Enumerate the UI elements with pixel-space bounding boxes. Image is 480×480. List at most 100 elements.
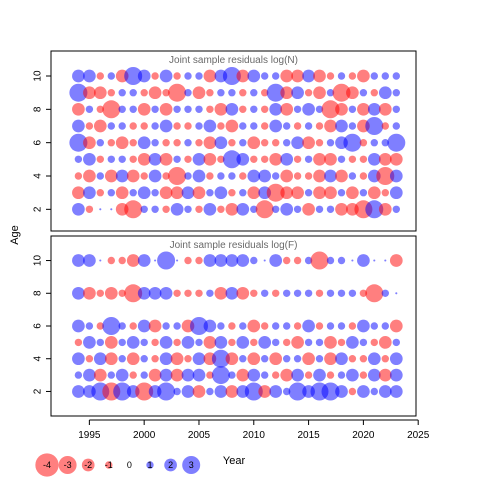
bubble-age5-1998	[118, 155, 126, 163]
bubble-age10-2004	[184, 256, 192, 265]
bubble-age5-2003	[173, 155, 181, 163]
bubble-age4-1999	[126, 352, 140, 366]
bubble-age6-1999	[129, 139, 137, 147]
bubble-age3-2003	[170, 368, 184, 382]
bubble-age6-1994	[69, 133, 88, 152]
bubble-age6-2000	[137, 136, 151, 150]
bubble-age7-2009	[239, 122, 247, 130]
bubble-age3-2011	[261, 371, 269, 379]
bubble-age10-2006	[203, 254, 217, 267]
bubble-age3-2019	[346, 186, 359, 200]
bubble-age3-2008	[228, 189, 236, 197]
bubble-age3-2006	[206, 371, 214, 379]
bubble-age5-1996	[96, 338, 105, 347]
bubble-age10-2017	[326, 256, 335, 265]
y-tick-label: 8	[33, 106, 44, 112]
bubble-age2-2004	[184, 205, 192, 213]
bubble-age8-2016	[315, 105, 324, 114]
bubble-age5-2023	[389, 152, 403, 166]
bubble-age6-1995	[83, 136, 96, 150]
bubble-age7-1995	[85, 122, 94, 130]
bubble-age10-2022	[381, 72, 389, 80]
bubble-age6-2011	[261, 322, 269, 330]
bubble-age8-2012	[269, 102, 283, 116]
bubble-age4-1995	[83, 169, 96, 183]
bubble-age4-2016	[315, 355, 324, 363]
bubble-age10-2000	[137, 69, 151, 83]
bubble-age8-1999	[124, 284, 143, 303]
bubble-age10-1995	[83, 254, 96, 267]
bubble-age6-2014	[291, 136, 304, 150]
bubble-age2-2005	[195, 205, 203, 213]
bubble-age3-2005	[192, 186, 206, 200]
bubble-age6-2022	[381, 322, 389, 330]
bubble-age9-2015	[304, 89, 313, 97]
bubble-age10-2003	[173, 72, 181, 80]
bubble-age5-2010	[250, 338, 258, 347]
bubble-age4-2013	[283, 355, 291, 363]
bubble-age9-2016	[313, 86, 326, 100]
bubble-age4-2005	[192, 352, 206, 366]
bubble-age3-2004	[181, 368, 195, 382]
y-tick-label: 10	[33, 70, 44, 82]
bubble-age6-2023	[387, 133, 406, 152]
bubble-age4-2001	[148, 169, 162, 183]
bubble-age2-2018	[335, 385, 348, 398]
bubble-age3-2003	[170, 186, 184, 200]
bubble-age10-2008	[222, 67, 241, 85]
bubble-age8-2007	[214, 102, 228, 116]
bubble-age7-2010	[250, 122, 258, 130]
bubble-age5-2011	[261, 155, 269, 163]
bubble-age4-2009	[239, 355, 247, 363]
bubble-age8-2004	[184, 105, 192, 114]
bubble-age8-2023	[395, 292, 398, 295]
legend-label: 1	[147, 460, 152, 470]
bubble-age8-2002	[159, 286, 173, 300]
bubble-age5-1999	[126, 336, 140, 349]
bubble-age6-2003	[173, 322, 181, 330]
bubble-age2-2022	[378, 202, 392, 216]
y-axis: 2 4 6 8 10	[33, 70, 51, 212]
bubble-age8-2011	[261, 105, 269, 114]
bubble-age2-2020	[357, 385, 370, 398]
bubble-age4-2019	[348, 355, 357, 363]
bubble-age2-1996	[99, 208, 102, 211]
bubble-age10-2000	[137, 254, 151, 267]
bubble-age9-2018	[332, 83, 351, 102]
bubble-age8-2018	[335, 102, 348, 116]
bubble-age3-1998	[115, 368, 129, 382]
bubble-age5-2020	[359, 338, 368, 347]
bubble-age3-2000	[137, 186, 151, 200]
bubble-age2-2008	[225, 202, 239, 216]
bubble-age8-2003	[173, 289, 181, 297]
bubble-age9-1999	[129, 89, 137, 97]
bubble-age10-2010	[247, 69, 261, 83]
bubble-age8-2006	[206, 105, 214, 114]
bubble-age4-2001	[151, 355, 159, 363]
bubble-age10-1998	[118, 256, 126, 265]
bubble-age10-2004	[184, 72, 192, 80]
bubble-age8-1994	[72, 102, 85, 116]
bubble-age2-2011	[255, 200, 274, 219]
bubble-age6-1994	[72, 319, 85, 333]
bubble-age5-2005	[195, 338, 203, 347]
bubble-age10-2003	[176, 259, 179, 262]
legend-label: -1	[105, 460, 113, 470]
bubble-age9-2011	[261, 89, 269, 97]
y-axis-label: Age	[9, 225, 21, 245]
bubble-age3-2023	[389, 186, 403, 200]
bubble-age9-2019	[346, 86, 359, 100]
bubble-age3-1995	[83, 186, 96, 200]
bubble-age2-2009	[236, 202, 250, 216]
bubble-age9-2020	[359, 89, 368, 97]
bubble-age8-2005	[195, 105, 203, 114]
bubble-age3-2002	[159, 368, 173, 382]
bubble-age9-2009	[239, 89, 247, 97]
bubble-age3-2001	[148, 368, 162, 382]
bubble-age7-2004	[184, 122, 192, 130]
bubble-age6-2020	[357, 319, 370, 333]
bubble-age3-2014	[291, 368, 304, 382]
bubble-age4-2021	[367, 352, 381, 366]
bubble-age5-1994	[74, 155, 83, 163]
bubble-age4-2012	[269, 352, 283, 366]
